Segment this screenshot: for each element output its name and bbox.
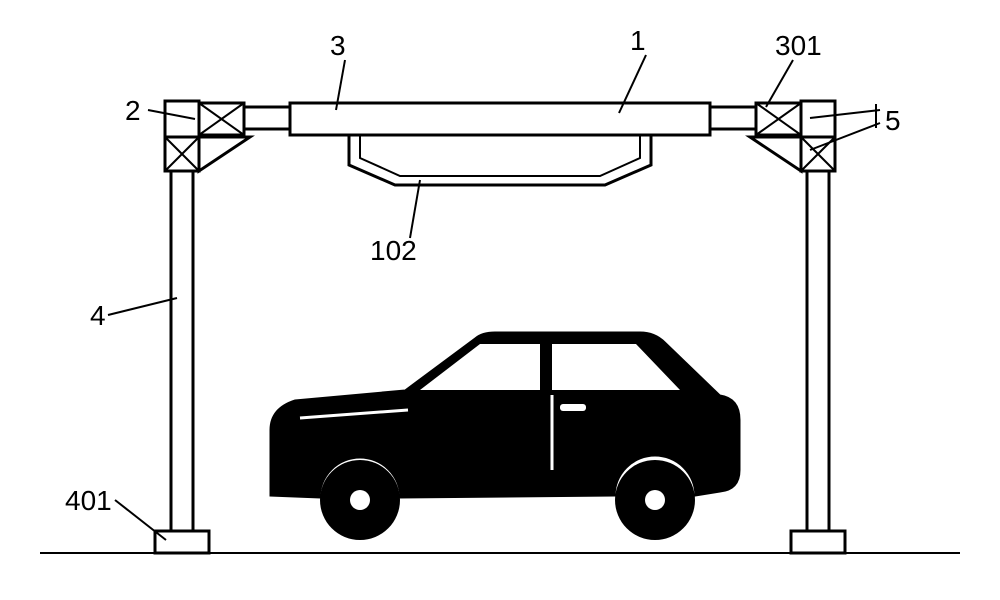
callout-3: 3 [330, 30, 346, 62]
callout-102: 102 [370, 235, 417, 267]
diagram-svg [0, 0, 1000, 600]
callout-5: 5 [885, 105, 901, 137]
callout-2: 2 [125, 95, 141, 127]
callout-401: 401 [65, 485, 112, 517]
technical-diagram: 1 2 3 4 5 102 301 401 [0, 0, 1000, 600]
callout-1: 1 [630, 25, 646, 57]
callout-4: 4 [90, 300, 106, 332]
callout-301: 301 [775, 30, 822, 62]
